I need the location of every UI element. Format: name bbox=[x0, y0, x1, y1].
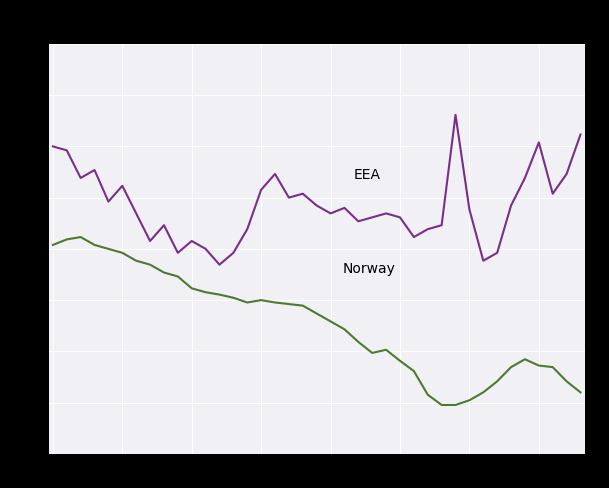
Text: EEA: EEA bbox=[354, 168, 381, 182]
Text: Norway: Norway bbox=[343, 263, 396, 277]
